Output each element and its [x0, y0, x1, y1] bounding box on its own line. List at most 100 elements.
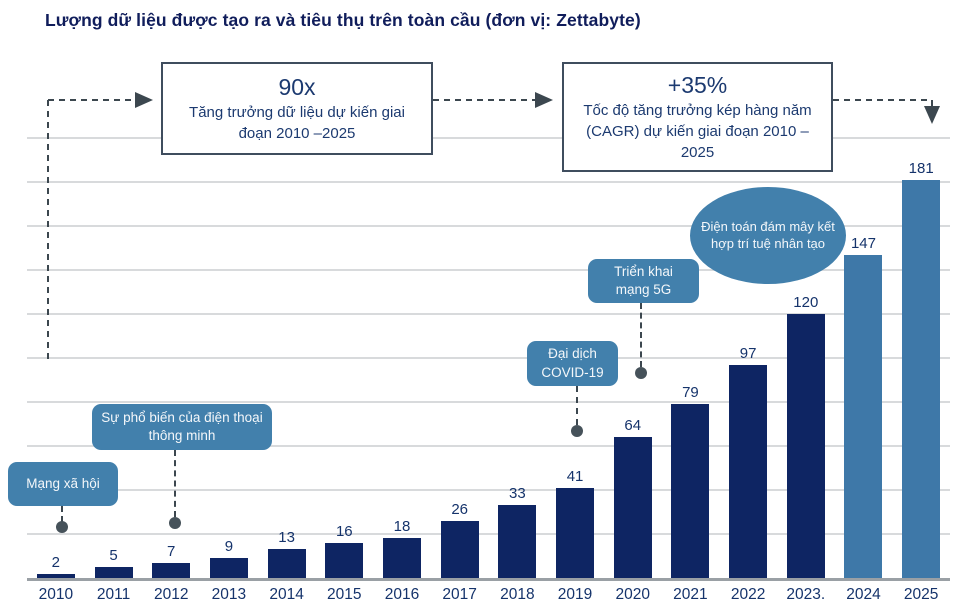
x-axis-tick-label: 2025 — [903, 586, 939, 603]
gridline — [27, 313, 950, 315]
bar-2017 — [440, 520, 479, 578]
x-axis-labels: 2010 2011 2012 2013 2014 2015 2016 2017 2018 2019… — [27, 586, 950, 604]
bar-2020 — [613, 437, 652, 578]
bar-value-label: 120 — [793, 294, 819, 311]
callout-connector — [174, 450, 176, 517]
x-axis-tick-label: 2012 — [153, 586, 189, 603]
bar-slot: 33 — [489, 138, 547, 578]
bar-value-label: 7 — [167, 542, 176, 560]
x-axis-tick-label: 2013 — [211, 586, 247, 603]
bar-value-label: 16 — [335, 522, 353, 540]
x-axis-tick-label: 2020 — [615, 586, 650, 603]
callout-dot — [635, 367, 647, 379]
bar-slot: 181 — [892, 138, 950, 578]
annotation-body: Tăng trưởng dữ liệu dự kiến giai đoạn 20… — [189, 103, 405, 142]
bar-value-label: 13 — [278, 529, 295, 547]
bar-value-label: 147 — [850, 234, 876, 252]
bar-2011 — [94, 567, 133, 578]
gridline — [27, 269, 950, 271]
gridline — [27, 489, 950, 491]
bar-2023 — [786, 314, 825, 578]
plot-area: 2 5 7 9 13 16 18 26 33 41 64 79 97 120 147 181 — [27, 137, 950, 581]
bar-2010 — [36, 573, 75, 578]
bar-2016 — [382, 538, 421, 578]
x-axis-tick-label: 2015 — [327, 586, 362, 603]
bar-slot: 64 — [604, 138, 662, 578]
x-axis-tick-label: 2023. — [786, 586, 826, 603]
bar-2024 — [844, 254, 883, 578]
callout-label: Điện toán đám mây kết hợp trí tuệ nhân t… — [701, 218, 835, 251]
callout-label: Mạng xã hội — [26, 475, 100, 491]
bar-value-label: 26 — [451, 500, 468, 518]
bar-slot: 2 — [27, 138, 85, 578]
callout-dot — [169, 517, 181, 529]
callout-dot — [56, 521, 68, 533]
bar-value-label: 41 — [566, 467, 584, 485]
annotation-body: Tốc độ tăng trưởng kép hàng năm (CAGR) d… — [583, 101, 812, 161]
bar-slot: 97 — [719, 138, 777, 578]
bar-slot: 120 — [777, 138, 835, 578]
bar-slot: 7 — [142, 138, 200, 578]
bar-2012 — [152, 562, 191, 578]
gridline — [27, 225, 950, 227]
x-axis-tick-label: 2017 — [442, 586, 477, 603]
gridline — [27, 137, 950, 139]
x-axis-tick-label: 2024 — [846, 586, 881, 603]
callout-label: Đại dịch COVID-19 — [541, 346, 604, 380]
callout-cloud-ai: Điện toán đám mây kết hợp trí tuệ nhân t… — [690, 187, 846, 284]
bar-value-label: 2 — [51, 553, 61, 571]
callout-5g: Triển khai mạng 5G — [588, 259, 699, 303]
bar-value-label: 79 — [682, 384, 699, 402]
bar-value-label: 97 — [739, 344, 757, 362]
bar-2013 — [209, 558, 248, 578]
bar-slot: 79 — [662, 138, 720, 578]
bar-2019 — [556, 487, 595, 578]
bar-slot: 9 — [200, 138, 258, 578]
bar-value-label: 33 — [509, 485, 526, 503]
bar-slot: 13 — [258, 138, 316, 578]
callout-dot — [571, 425, 583, 437]
gridline — [27, 533, 950, 535]
gridline — [27, 401, 950, 403]
annotation-headline: 90x — [278, 74, 316, 101]
callout-connector — [640, 303, 642, 367]
callout-label: Triển khai mạng 5G — [614, 263, 673, 297]
bar-slot: 18 — [373, 138, 431, 578]
x-axis-tick-label: 2016 — [384, 586, 420, 603]
bar-2014 — [267, 549, 306, 578]
bar-slot: 5 — [85, 138, 143, 578]
bar-2025 — [902, 179, 941, 578]
bar-value-label: 18 — [393, 518, 411, 536]
bar-2015 — [325, 542, 364, 578]
bar-slot: 26 — [431, 138, 489, 578]
bar-2021 — [671, 404, 710, 578]
page-title: Lượng dữ liệu được tạo ra và tiêu thụ tr… — [45, 10, 641, 30]
callout-label: Sự phổ biến của điện thoại thông minh — [101, 409, 263, 443]
bar-value-label: 64 — [624, 417, 642, 435]
x-axis-tick-label: 2018 — [500, 586, 535, 603]
bars: 2 5 7 9 13 16 18 26 33 41 64 79 97 120 147 181 — [27, 138, 950, 578]
x-axis-tick-label: 2010 — [38, 586, 74, 603]
annotation-box-growth: 90x Tăng trưởng dữ liệu dự kiến giai đoạ… — [161, 62, 433, 155]
bar-value-label: 181 — [908, 159, 934, 177]
x-axis-tick-label: 2021 — [673, 586, 708, 603]
bar-slot: 16 — [315, 138, 373, 578]
bar-slot: 41 — [546, 138, 604, 578]
bar-value-label: 5 — [109, 547, 118, 564]
x-axis-tick-label: 2014 — [269, 586, 304, 603]
callout-covid: Đại dịch COVID-19 — [527, 341, 618, 386]
bar-value-label: 9 — [224, 538, 234, 556]
bar-2018 — [498, 505, 537, 578]
bar-slot: 147 — [835, 138, 893, 578]
bar-2022 — [729, 364, 768, 578]
gridline — [27, 445, 950, 447]
callout-smartphone: Sự phổ biến của điện thoại thông minh — [92, 404, 272, 450]
gridline — [27, 357, 950, 359]
callout-connector — [576, 386, 578, 425]
gridline — [27, 181, 950, 183]
x-axis-tick-label: 2011 — [96, 586, 131, 603]
x-axis-tick-label: 2022 — [730, 586, 766, 603]
callout-social-media: Mạng xã hội — [8, 462, 118, 506]
callout-connector — [61, 506, 63, 522]
